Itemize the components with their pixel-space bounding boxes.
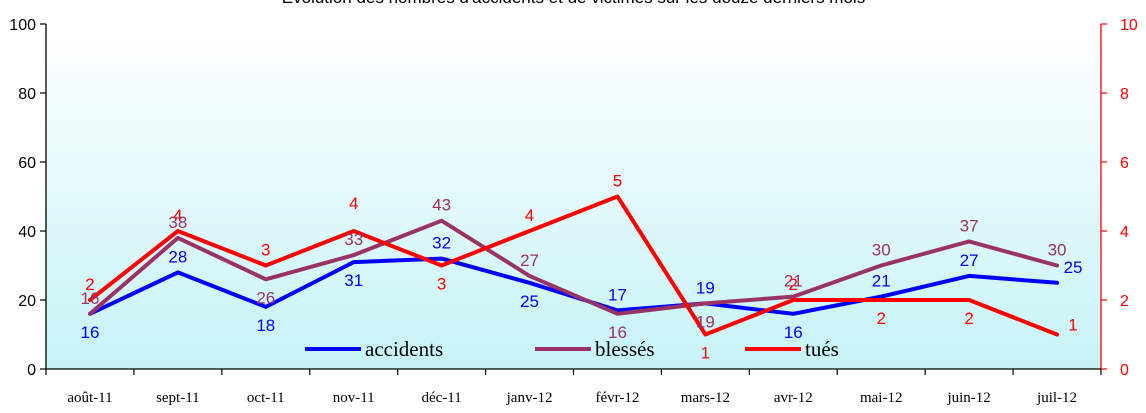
y-tick-label-right: 4	[1120, 224, 1129, 241]
data-label-blessés: 19	[696, 312, 715, 331]
data-label-tués: 3	[437, 275, 446, 294]
data-label-accidents: 28	[168, 247, 187, 266]
data-label-tués: 2	[85, 275, 94, 294]
x-tick-label: mars-12	[681, 390, 730, 406]
x-tick-label: janv-12	[506, 390, 553, 406]
data-label-blessés: 26	[256, 288, 275, 307]
data-label-tués: 4	[173, 206, 182, 225]
y-tick-label-left: 20	[18, 293, 36, 310]
series-line-tués	[88, 194, 1059, 337]
data-label-blessés: 33	[344, 230, 363, 249]
x-tick-label: août-11	[67, 390, 112, 406]
x-tick-label: juil-12	[1036, 390, 1077, 406]
y-tick-label-left: 100	[9, 17, 36, 34]
data-label-tués: 2	[964, 309, 973, 328]
series-line-blessés	[88, 218, 1059, 316]
x-tick-label: sept-11	[156, 390, 200, 406]
y-tick-label-right: 2	[1120, 293, 1129, 310]
legend-label-blessés: blessés	[595, 337, 655, 361]
data-label-tués: 2	[876, 309, 885, 328]
y-tick-label-left: 0	[27, 362, 36, 379]
data-label-tués: 4	[525, 206, 534, 225]
data-label-accidents: 18	[256, 316, 275, 335]
data-label-tués: 1	[701, 344, 710, 363]
data-label-blessés: 21	[784, 272, 803, 291]
x-tick-label: oct-11	[247, 390, 285, 406]
data-label-blessés: 43	[432, 196, 451, 215]
data-label-accidents: 16	[80, 323, 99, 342]
y-tick-label-right: 0	[1120, 362, 1129, 379]
data-label-tués: 4	[349, 194, 358, 213]
data-label-blessés: 16	[608, 323, 627, 342]
x-tick-label: nov-11	[333, 390, 375, 406]
data-label-accidents: 31	[344, 271, 363, 290]
plot-area	[46, 24, 1101, 369]
data-label-accidents: 32	[432, 234, 451, 253]
data-label-blessés: 16	[80, 289, 99, 308]
data-label-accidents: 27	[960, 251, 979, 270]
chart-title: Evolution des nombres d'accidents et de …	[282, 0, 865, 7]
x-tick-label: juin-12	[946, 390, 990, 406]
data-label-blessés: 27	[520, 251, 539, 270]
x-tick-label: mai-12	[860, 390, 903, 406]
x-tick-label: déc-11	[421, 390, 461, 406]
data-label-tués: 5	[613, 172, 622, 191]
data-label-tués: 1	[1068, 316, 1077, 335]
y-tick-label-right: 6	[1120, 155, 1129, 172]
data-label-accidents: 21	[872, 272, 891, 291]
data-label-tués: 2	[789, 275, 798, 294]
y-tick-label-left: 40	[18, 224, 36, 241]
data-label-accidents: 25	[1064, 258, 1083, 277]
data-label-accidents: 25	[520, 292, 539, 311]
data-label-blessés: 30	[872, 241, 891, 260]
data-label-tués: 3	[261, 241, 270, 260]
x-tick-label: févr-12	[596, 390, 640, 406]
data-label-accidents: 16	[784, 323, 803, 342]
data-label-blessés: 38	[168, 213, 187, 232]
data-label-accidents: 19	[696, 278, 715, 297]
y-tick-label-left: 60	[18, 155, 36, 172]
legend-label-accidents: accidents	[365, 337, 443, 361]
data-label-blessés: 37	[960, 216, 979, 235]
data-label-accidents: 17	[608, 285, 627, 304]
data-label-blessés: 30	[1048, 241, 1067, 260]
x-tick-label: avr-12	[774, 390, 813, 406]
y-tick-label-right: 10	[1120, 17, 1138, 34]
y-tick-label-left: 80	[18, 86, 36, 103]
y-tick-label-right: 8	[1120, 86, 1129, 103]
legend-label-tués: tués	[805, 337, 839, 361]
